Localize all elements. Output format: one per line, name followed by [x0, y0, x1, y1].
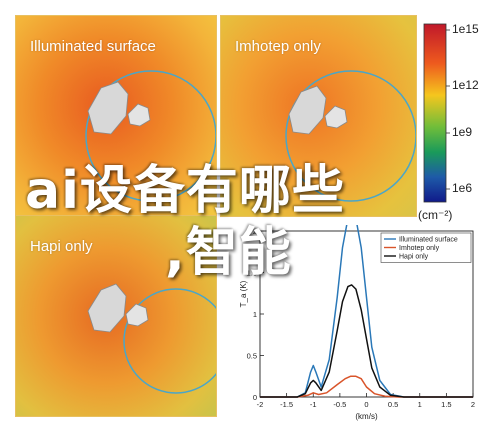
colorbar-unit-label: (cm⁻²) [418, 208, 453, 222]
hapi-only-map: Hapi only [15, 215, 217, 417]
overlay-line-1: ai设备有哪些 [25, 161, 345, 221]
y-tick-label: 0.5 [247, 352, 257, 361]
series-line-imhotep-only [260, 375, 473, 398]
comet-nucleus-shape [288, 85, 348, 135]
colorbar-tick-label: 1e15 [452, 22, 479, 36]
panel-title: Hapi only [30, 238, 93, 255]
legend-label: Illuminated surface [399, 237, 458, 244]
x-tick-label: -0.5 [333, 400, 346, 409]
legend-label: Hapi only [399, 254, 429, 261]
legend-label: Imhotep only [399, 245, 440, 252]
x-tick-label: -1.5 [280, 400, 293, 409]
overlay-line-2: ,智能 [165, 223, 292, 283]
x-tick-label: 2 [471, 400, 475, 409]
illuminated-surface-map: Illuminated surface [15, 15, 217, 217]
x-axis-label: (km/s) [355, 412, 378, 421]
x-tick-label: -1 [310, 400, 317, 409]
y-tick-label: 1 [253, 310, 257, 319]
spectrum-plot: -2 -1.5 -1 -0.5 0 0.5 1 1.5 2 0 0.5 1 1.5 2 (km/s) T_a … [238, 213, 483, 430]
y-axis-label: T_a (K) [239, 280, 248, 307]
x-tick-label: 0 [364, 400, 368, 409]
series-line-hapi-only [260, 284, 473, 398]
x-tick-label: -2 [257, 400, 264, 409]
overlay-watermark-text: ai设备有哪些 ,智能 [25, 160, 495, 284]
panel-title: Illuminated surface [30, 38, 156, 55]
x-tick-label: 1.5 [441, 400, 451, 409]
y-tick-label: 0 [253, 393, 257, 402]
comet-nucleus-shape [87, 81, 151, 135]
x-tick-label: 0.5 [388, 400, 398, 409]
colorbar-tick-label: 1e12 [452, 78, 479, 92]
y-tick-label: 1.5 [247, 269, 257, 278]
colorbar-tick-label: 1e6 [452, 181, 473, 195]
panel-title: Imhotep only [235, 38, 321, 55]
spectrum-plot-svg: -2 -1.5 -1 -0.5 0 0.5 1 1.5 2 0 0.5 1 1.5 2 (km/s) T_a … [238, 213, 483, 430]
x-tick-label: 1 [418, 400, 422, 409]
imhotep-only-map: Imhotep only [220, 15, 417, 217]
colorbar-tick-label: 1e9 [452, 125, 473, 139]
y-tick-label: 2 [253, 227, 257, 236]
comet-nucleus-shape [87, 283, 149, 333]
